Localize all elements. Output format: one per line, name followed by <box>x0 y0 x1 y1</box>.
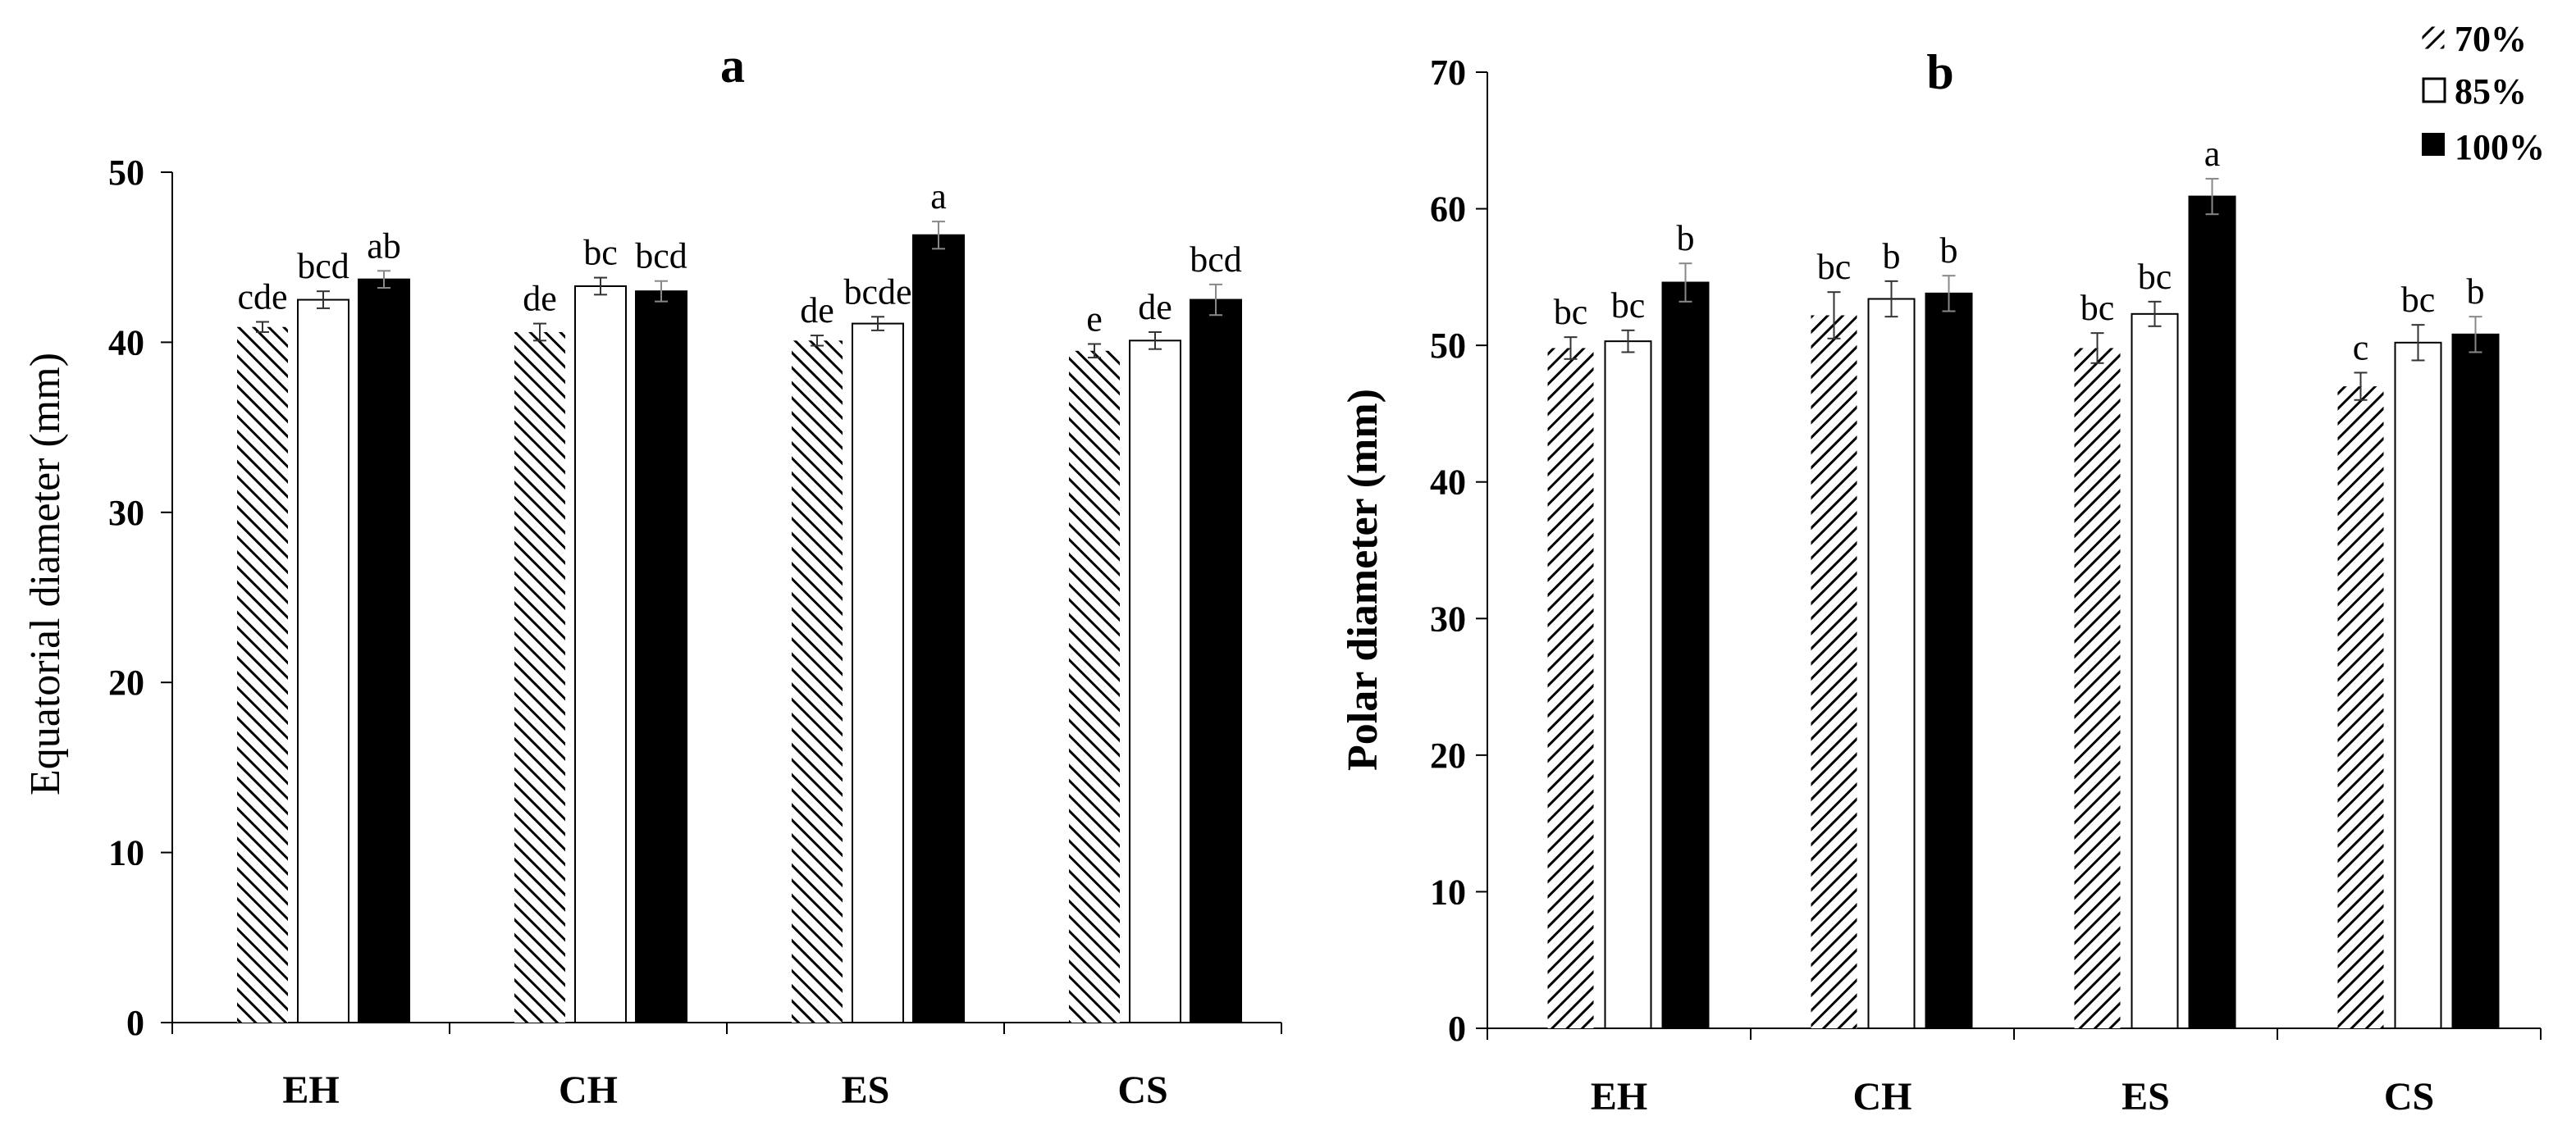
chart-b-y-axis-label: Polar diameter (mm) <box>1340 389 1386 771</box>
bar-85pct-ES <box>2131 312 2179 1029</box>
significance-label: b <box>2467 271 2485 312</box>
y-tick-label: 30 <box>108 493 144 533</box>
significance-label: de <box>800 290 834 330</box>
bar-70pct-EH <box>237 326 288 1023</box>
x-tick-label: EH <box>1591 1075 1647 1119</box>
bar-100pct-CS <box>2451 333 2500 1029</box>
y-tick-label: 30 <box>1430 599 1466 639</box>
chart-a-y-axis-label: Equatorial diameter (mm) <box>22 353 69 795</box>
significance-label: c <box>2353 327 2369 367</box>
legend-item-70: 70% <box>2421 19 2527 59</box>
significance-label: bc <box>583 233 618 273</box>
bar-100pct-CH <box>1925 292 1973 1029</box>
y-tick-label: 0 <box>126 1003 144 1043</box>
bar-100pct-EH <box>358 278 410 1023</box>
bar-100pct-CH <box>635 290 687 1023</box>
chart-panel-a: a Equatorial diameter (mm) 0 10 20 30 40 50 EH… <box>22 39 1282 1112</box>
y-tick-label: 10 <box>1430 872 1466 912</box>
bar-85pct-CH <box>574 285 627 1023</box>
bar-70pct-EH <box>1547 348 1594 1029</box>
x-tick-label: ES <box>842 1068 890 1112</box>
legend-label-100: 100% <box>2455 127 2545 167</box>
y-tick-label: 50 <box>108 153 144 193</box>
significance-label: bc <box>1554 292 1588 332</box>
significance-label: bcd <box>1190 239 1242 280</box>
bar-85pct-CS <box>2394 341 2442 1030</box>
bar-70pct-ES <box>792 340 843 1023</box>
y-tick-label: 60 <box>1430 189 1466 230</box>
legend-swatch-100 <box>2422 133 2445 156</box>
x-tick-label: ES <box>2122 1075 2170 1119</box>
chart-b-bars <box>1547 177 2500 1030</box>
significance-label: bc <box>2401 280 2436 320</box>
significance-label: bc <box>1817 247 1852 287</box>
legend-label-85: 85% <box>2455 71 2527 112</box>
y-tick-label: 40 <box>108 322 144 362</box>
x-tick-label: CH <box>559 1068 618 1112</box>
significance-label: bc <box>1611 285 1646 326</box>
significance-label: bc <box>2138 257 2172 297</box>
x-tick-label: EH <box>282 1068 339 1112</box>
legend-swatch-85 <box>2422 77 2446 103</box>
x-tick-label: CH <box>1853 1075 1912 1119</box>
bar-100pct-ES <box>2188 195 2236 1029</box>
bar-70pct-CH <box>1811 315 1857 1028</box>
significance-label: b <box>1940 230 1958 271</box>
legend-swatch-70 <box>2421 25 2446 50</box>
chart-panel-b: b Polar diameter (mm) 0 10 20 30 40 50 60 70 EH C… <box>1340 19 2545 1119</box>
significance-label: de <box>523 279 557 319</box>
significance-label: b <box>1883 236 1901 276</box>
bar-70pct-CS <box>2337 386 2384 1029</box>
significance-label: bcd <box>635 236 687 276</box>
y-tick-label: 40 <box>1430 462 1466 503</box>
x-tick-label: CS <box>1117 1068 1167 1112</box>
y-tick-label: 50 <box>1430 326 1466 366</box>
significance-label: b <box>1677 218 1695 258</box>
significance-label: ab <box>367 226 401 266</box>
significance-label: bcde <box>843 271 911 312</box>
significance-label: de <box>1138 287 1172 327</box>
bar-100pct-EH <box>1661 281 1710 1029</box>
bar-70pct-ES <box>2074 348 2121 1029</box>
bar-85pct-CH <box>1867 298 1916 1030</box>
chart-a-axes: 0 10 20 30 40 50 EH CH ES CS <box>108 153 1282 1112</box>
significance-label: cde <box>237 277 287 317</box>
bar-70pct-CH <box>514 331 565 1023</box>
bar-100pct-CS <box>1190 298 1242 1023</box>
bar-85pct-ES <box>852 322 904 1023</box>
chart-b-legend: 70% 85% 100% <box>2421 19 2545 167</box>
y-tick-label: 20 <box>1430 736 1466 776</box>
significance-label: bc <box>2080 288 2115 328</box>
legend-item-85: 85% <box>2422 71 2527 112</box>
bar-100pct-ES <box>912 234 965 1024</box>
legend-item-100: 100% <box>2422 127 2545 167</box>
chart-a-title: a <box>720 39 745 93</box>
significance-label: e <box>1086 298 1103 339</box>
y-tick-label: 70 <box>1430 52 1466 93</box>
significance-label: a <box>2204 134 2221 174</box>
y-tick-label: 20 <box>108 663 144 703</box>
bar-85pct-EH <box>297 298 349 1023</box>
bar-70pct-CS <box>1069 350 1120 1023</box>
chart-b-axes: 0 10 20 30 40 50 60 70 EH CH ES CS <box>1430 52 2542 1119</box>
significance-label: a <box>930 176 947 216</box>
y-tick-label: 10 <box>108 833 144 873</box>
bar-85pct-EH <box>1604 340 1652 1030</box>
x-tick-label: CS <box>2384 1075 2434 1119</box>
bar-85pct-CS <box>1129 339 1181 1023</box>
chart-a-bars <box>237 221 1242 1024</box>
legend-label-70: 70% <box>2455 19 2527 59</box>
y-tick-label: 0 <box>1448 1009 1466 1049</box>
chart-b-title: b <box>1926 45 1953 99</box>
significance-label: bcd <box>297 246 349 286</box>
